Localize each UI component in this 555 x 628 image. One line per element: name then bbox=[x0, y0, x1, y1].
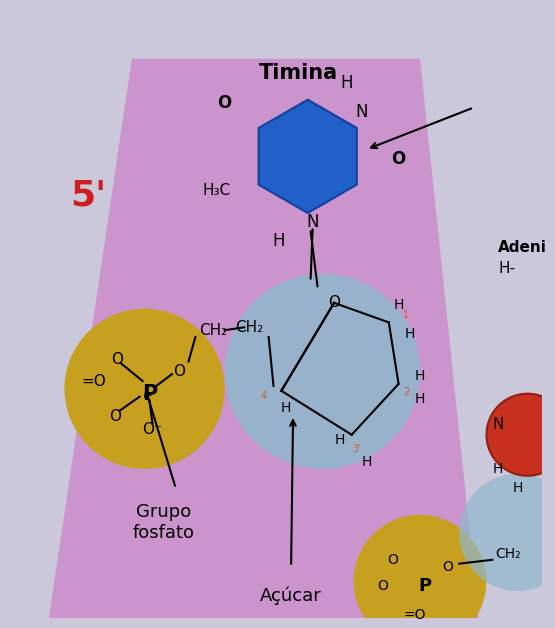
Text: Adeni: Adeni bbox=[498, 240, 547, 255]
Text: H: H bbox=[272, 232, 285, 251]
Text: O: O bbox=[387, 553, 398, 567]
Text: N: N bbox=[306, 213, 319, 230]
Text: H: H bbox=[341, 74, 353, 92]
Text: O: O bbox=[391, 150, 406, 168]
Text: H: H bbox=[393, 298, 403, 312]
Text: H: H bbox=[415, 392, 425, 406]
Text: P: P bbox=[418, 577, 431, 595]
Polygon shape bbox=[49, 58, 478, 619]
Text: O: O bbox=[218, 94, 232, 112]
Text: 5': 5' bbox=[70, 178, 106, 212]
Circle shape bbox=[225, 274, 420, 469]
Text: H: H bbox=[361, 455, 371, 469]
Text: O⁻: O⁻ bbox=[143, 423, 163, 437]
Text: CH₂: CH₂ bbox=[199, 323, 227, 338]
Text: =O: =O bbox=[404, 609, 426, 622]
Text: 3': 3' bbox=[352, 445, 361, 455]
Circle shape bbox=[459, 474, 555, 591]
Text: Açúcar: Açúcar bbox=[260, 587, 322, 605]
Text: H-: H- bbox=[498, 261, 515, 276]
Text: O: O bbox=[109, 409, 122, 424]
Text: Timina: Timina bbox=[259, 63, 337, 84]
Text: P: P bbox=[142, 384, 157, 404]
Text: =O: =O bbox=[82, 374, 106, 389]
Text: H: H bbox=[281, 401, 291, 415]
Text: H: H bbox=[513, 482, 523, 495]
Text: H: H bbox=[405, 327, 416, 341]
Text: 4: 4 bbox=[261, 391, 267, 401]
Text: 2: 2 bbox=[403, 387, 410, 397]
Circle shape bbox=[64, 309, 225, 469]
Text: 1: 1 bbox=[403, 310, 410, 320]
Text: O: O bbox=[328, 295, 340, 310]
Text: O: O bbox=[442, 560, 453, 573]
Text: O: O bbox=[173, 364, 185, 379]
Text: N: N bbox=[492, 418, 504, 433]
Text: O: O bbox=[111, 352, 123, 367]
Circle shape bbox=[354, 515, 487, 628]
Text: CH₂: CH₂ bbox=[235, 320, 263, 335]
Text: N: N bbox=[355, 104, 368, 121]
Text: O: O bbox=[377, 579, 388, 593]
Text: CH₂: CH₂ bbox=[495, 547, 521, 561]
Text: H: H bbox=[335, 433, 345, 447]
Text: H: H bbox=[493, 462, 503, 476]
Polygon shape bbox=[259, 100, 357, 213]
Circle shape bbox=[487, 394, 555, 476]
Text: Grupo
fosfato: Grupo fosfato bbox=[133, 503, 195, 542]
Text: H: H bbox=[415, 369, 425, 383]
Text: H₃C: H₃C bbox=[203, 183, 231, 198]
